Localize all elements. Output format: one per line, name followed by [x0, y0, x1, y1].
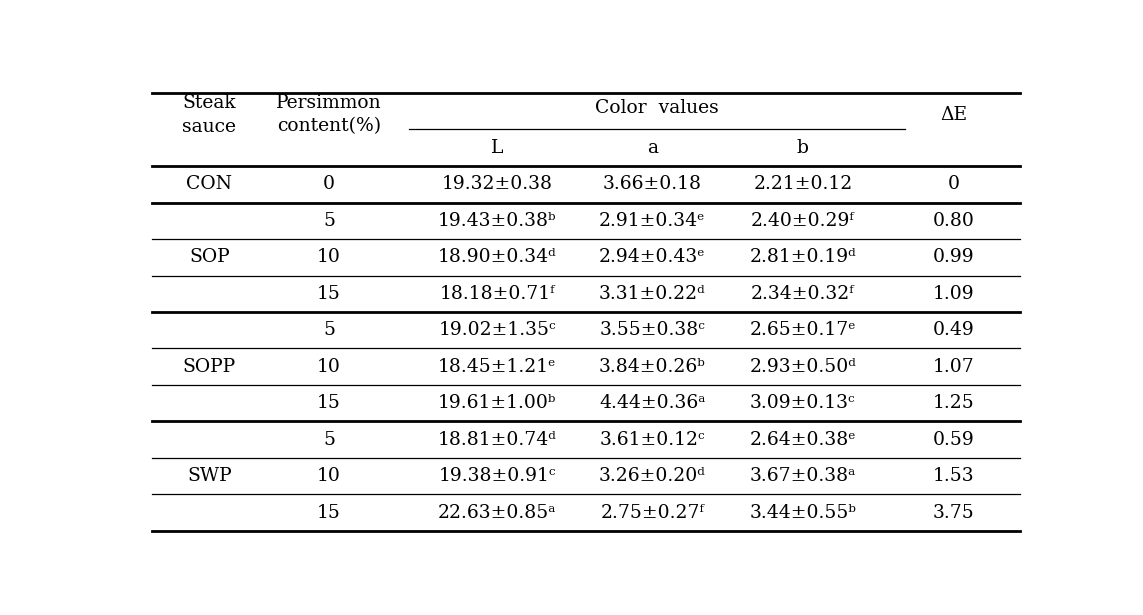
Text: L: L: [491, 139, 503, 157]
Text: a: a: [647, 139, 657, 157]
Text: 3.31±0.22ᵈ: 3.31±0.22ᵈ: [599, 285, 705, 303]
Text: 2.21±0.12: 2.21±0.12: [753, 175, 853, 193]
Text: 10: 10: [317, 248, 341, 266]
Text: 5: 5: [323, 321, 335, 339]
Text: 2.64±0.38ᵉ: 2.64±0.38ᵉ: [750, 430, 856, 448]
Text: 15: 15: [317, 394, 341, 412]
Text: 2.93±0.50ᵈ: 2.93±0.50ᵈ: [750, 358, 856, 376]
Text: 15: 15: [317, 504, 341, 522]
Text: 3.61±0.12ᶜ: 3.61±0.12ᶜ: [599, 430, 705, 448]
Text: 3.67±0.38ᵃ: 3.67±0.38ᵃ: [750, 467, 856, 485]
Text: 19.61±1.00ᵇ: 19.61±1.00ᵇ: [438, 394, 557, 412]
Text: 10: 10: [317, 467, 341, 485]
Text: 1.53: 1.53: [933, 467, 974, 485]
Text: 3.66±0.18: 3.66±0.18: [602, 175, 702, 193]
Text: 22.63±0.85ᵃ: 22.63±0.85ᵃ: [438, 504, 557, 522]
Text: 0: 0: [948, 175, 959, 193]
Text: 2.91±0.34ᵉ: 2.91±0.34ᵉ: [599, 212, 705, 230]
Text: 3.84±0.26ᵇ: 3.84±0.26ᵇ: [599, 358, 705, 376]
Text: 1.25: 1.25: [933, 394, 974, 412]
Text: 19.02±1.35ᶜ: 19.02±1.35ᶜ: [439, 321, 555, 339]
Text: 2.81±0.19ᵈ: 2.81±0.19ᵈ: [750, 248, 856, 266]
Text: Persimmon
content(%): Persimmon content(%): [277, 94, 382, 135]
Text: 1.09: 1.09: [933, 285, 974, 303]
Text: 15: 15: [317, 285, 341, 303]
Text: 0.80: 0.80: [933, 212, 974, 230]
Text: 0: 0: [323, 175, 335, 193]
Text: 2.65±0.17ᵉ: 2.65±0.17ᵉ: [750, 321, 856, 339]
Text: 3.44±0.55ᵇ: 3.44±0.55ᵇ: [750, 504, 856, 522]
Text: b: b: [797, 139, 809, 157]
Text: 19.32±0.38: 19.32±0.38: [441, 175, 553, 193]
Text: 3.75: 3.75: [933, 504, 974, 522]
Text: Steak
sauce: Steak sauce: [183, 94, 237, 135]
Text: ΔE: ΔE: [940, 106, 967, 124]
Text: 5: 5: [323, 430, 335, 448]
Text: 4.44±0.36ᵃ: 4.44±0.36ᵃ: [599, 394, 705, 412]
Text: 2.75±0.27ᶠ: 2.75±0.27ᶠ: [600, 504, 704, 522]
Text: CON: CON: [186, 175, 232, 193]
Text: 3.26±0.20ᵈ: 3.26±0.20ᵈ: [599, 467, 705, 485]
Text: 19.38±0.91ᶜ: 19.38±0.91ᶜ: [439, 467, 555, 485]
Text: 1.07: 1.07: [933, 358, 974, 376]
Text: 19.43±0.38ᵇ: 19.43±0.38ᵇ: [438, 212, 557, 230]
Text: 5: 5: [323, 212, 335, 230]
Text: 2.40±0.29ᶠ: 2.40±0.29ᶠ: [751, 212, 855, 230]
Text: 0.59: 0.59: [933, 430, 974, 448]
Text: 2.34±0.32ᶠ: 2.34±0.32ᶠ: [751, 285, 855, 303]
Text: 18.90±0.34ᵈ: 18.90±0.34ᵈ: [438, 248, 557, 266]
Text: 3.55±0.38ᶜ: 3.55±0.38ᶜ: [599, 321, 705, 339]
Text: 3.09±0.13ᶜ: 3.09±0.13ᶜ: [750, 394, 856, 412]
Text: 18.45±1.21ᵉ: 18.45±1.21ᵉ: [438, 358, 557, 376]
Text: SOP: SOP: [189, 248, 230, 266]
Text: 0.99: 0.99: [933, 248, 974, 266]
Text: SWP: SWP: [187, 467, 232, 485]
Text: 0.49: 0.49: [933, 321, 974, 339]
Text: 10: 10: [317, 358, 341, 376]
Text: Color  values: Color values: [594, 98, 719, 117]
Text: SOPP: SOPP: [183, 358, 235, 376]
Text: 18.18±0.71ᶠ: 18.18±0.71ᶠ: [440, 285, 554, 303]
Text: 18.81±0.74ᵈ: 18.81±0.74ᵈ: [438, 430, 557, 448]
Text: 2.94±0.43ᵉ: 2.94±0.43ᵉ: [599, 248, 705, 266]
